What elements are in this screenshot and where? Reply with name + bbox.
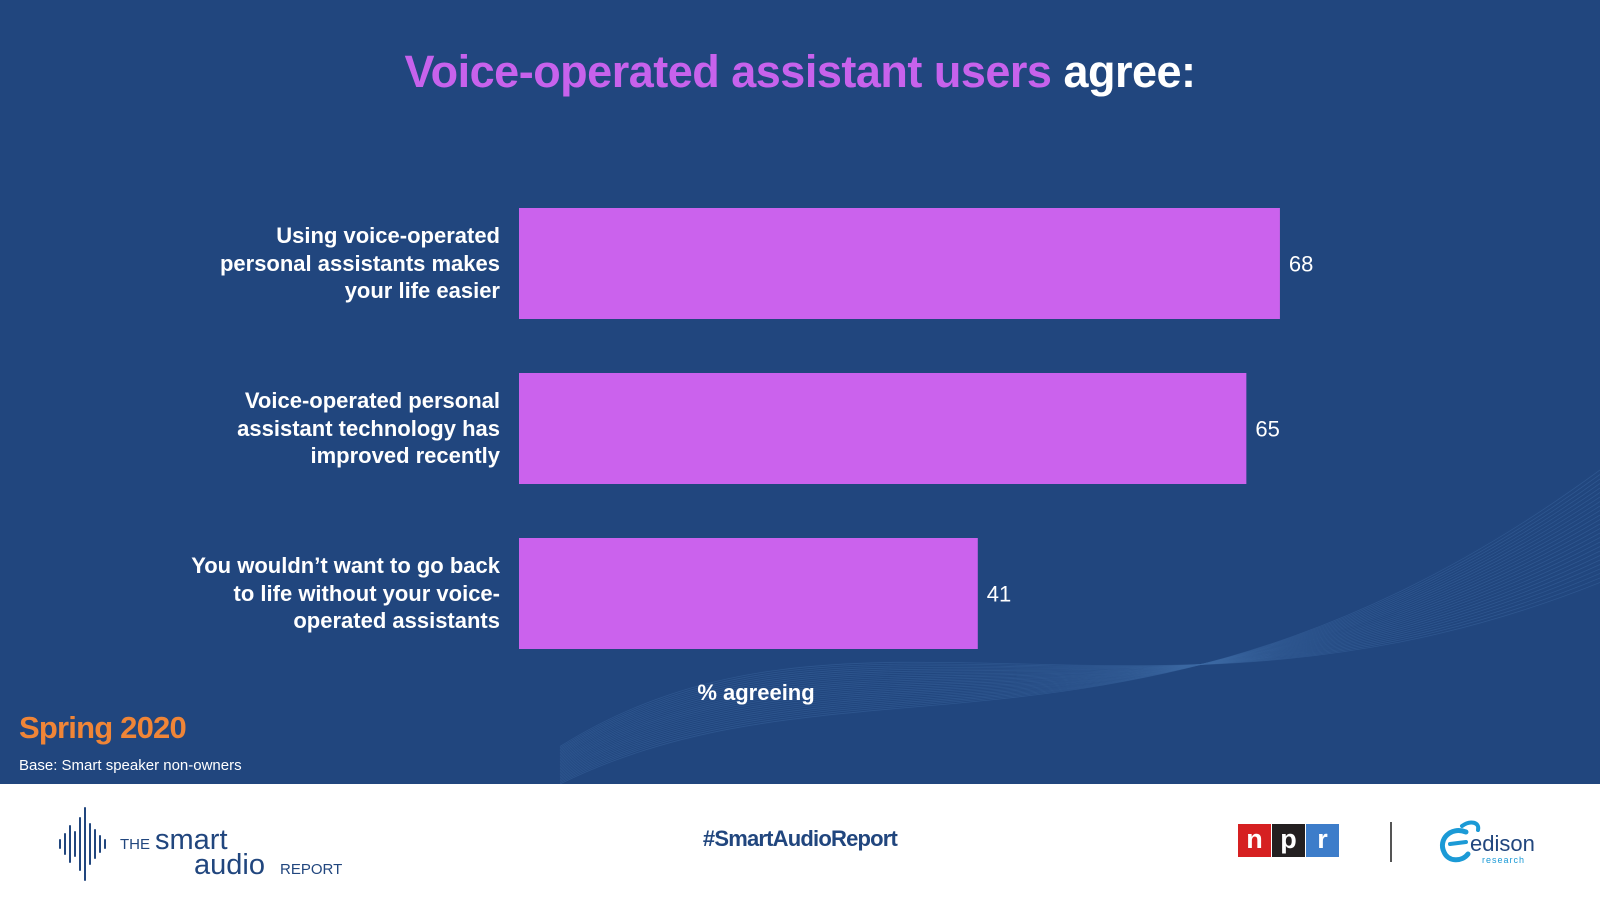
wave-line [559,505,1600,773]
wave-line [559,492,1600,777]
slide-panel: Voice-operated assistant users agree: 68… [0,0,1600,784]
category-label-line: Using voice-operated [276,223,500,249]
wave-line [559,573,1600,750]
wave-line [559,519,1600,768]
wave-line [559,474,1600,783]
wave-line [559,478,1600,782]
smart-audio-report-logo: THE smart audio REPORT [59,807,342,881]
bar [519,538,978,649]
wave-line [559,541,1600,761]
hashtag: #SmartAudioReport [702,826,898,851]
category-label-line: operated assistants [293,608,500,634]
logo-audio: audio [194,849,265,881]
title-rest: agree: [1063,46,1196,97]
wave-line [559,537,1600,762]
logo-report: REPORT [280,861,342,878]
footer: THE smart audio REPORT #SmartAudioReport… [0,784,1600,900]
wave-line [559,582,1600,747]
wave-line [559,469,1600,784]
category-label: Using voice-operated personal assistants … [150,222,500,305]
bar-value-label: 41 [987,582,1011,607]
edison-research-logo: edison research [1440,820,1535,865]
logo-smart: smart [155,824,228,856]
wave-line [559,577,1600,749]
category-label-line: personal assistants makes [219,250,500,276]
wave-line [559,564,1600,753]
npr-letter: n [1238,824,1271,857]
category-label-line: your life easier [344,278,500,304]
logo-the: THE [120,836,150,853]
category-label: Voice-operated personal assistant technol… [150,387,500,470]
wave-line [559,487,1600,779]
wave-line [559,532,1600,764]
bar [519,373,1247,484]
npr-letter: p [1272,824,1305,857]
wave-line [559,528,1600,765]
x-axis-label: % agreeing [697,680,815,705]
wave-line [559,555,1600,756]
wave-line [559,510,1600,771]
edison-swirl-icon [1440,820,1481,863]
wave-line [559,568,1600,752]
bar-chart: 68 65 41 [519,208,1313,649]
edison-name: edison [1470,831,1535,856]
bar-value-label: 68 [1289,252,1313,277]
bar-value-label: 65 [1255,417,1279,442]
wave-line [559,559,1600,755]
npr-letter: r [1306,824,1339,857]
category-label: You wouldn’t want to go back to life with… [150,552,500,635]
wave-line [559,523,1600,767]
category-label-line: assistant technology has [237,415,500,441]
wave-line [559,483,1600,780]
title-accent: Voice-operated assistant users [404,46,1052,97]
base-note: Base: Smart speaker non-owners [19,757,242,774]
sound-wave-icon [59,807,106,881]
edison-sub: research [1482,855,1525,865]
wave-line [559,514,1600,770]
wave-line [559,501,1600,774]
decorative-waves [559,469,1600,784]
category-label-line: Voice-operated personal [244,388,500,414]
category-label-line: You wouldn’t want to go back [191,553,500,579]
page-title: Voice-operated assistant users agree: [0,44,1600,100]
season-label: Spring 2020 [19,710,187,745]
wave-line [559,546,1600,759]
bar [519,208,1280,319]
category-label-line: to life without your voice- [233,580,500,606]
wave-line [559,496,1600,776]
category-label-line: improved recently [310,443,500,469]
wave-line [559,550,1600,758]
logo-divider [1390,822,1392,862]
